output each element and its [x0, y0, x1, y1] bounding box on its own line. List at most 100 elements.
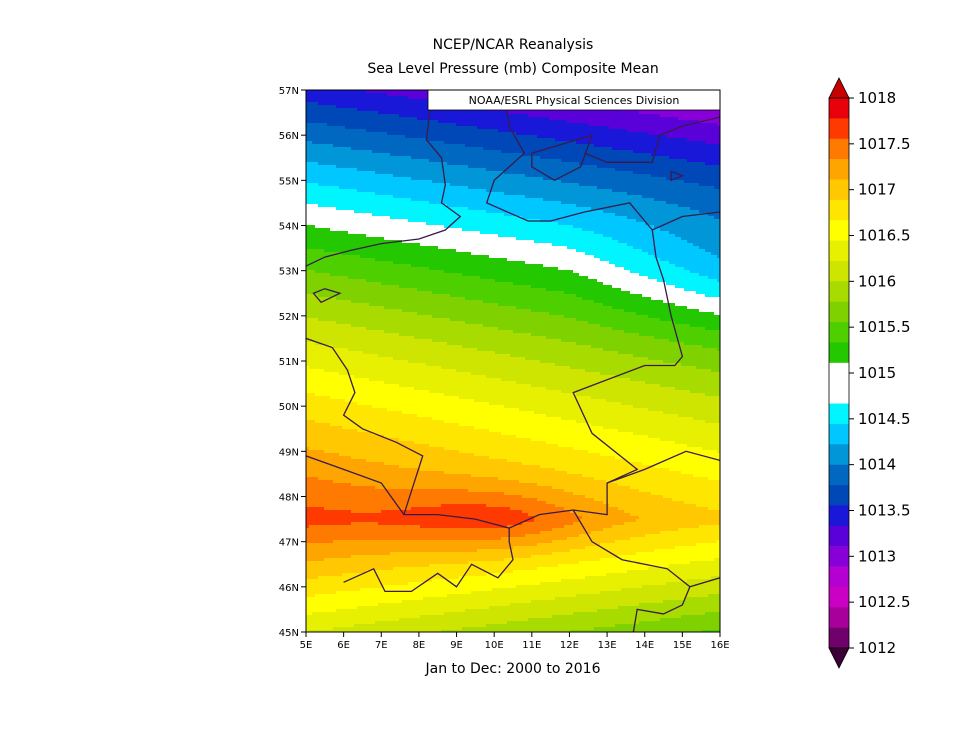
pressure-cell [588, 132, 591, 135]
pressure-cell [315, 111, 318, 114]
pressure-cell [471, 129, 474, 132]
pressure-cell [357, 99, 360, 102]
pressure-cell [459, 129, 462, 132]
pressure-cell [561, 114, 564, 117]
pressure-cell [642, 120, 645, 123]
pressure-cell [414, 138, 417, 141]
pressure-cell [531, 111, 534, 114]
pressure-cell [474, 114, 477, 117]
pressure-cell [663, 114, 666, 117]
pressure-cell [573, 111, 576, 114]
pressure-cell [318, 108, 321, 111]
pressure-cell [369, 114, 372, 117]
pressure-cell [702, 117, 705, 120]
pressure-cell [417, 114, 420, 117]
pressure-cell [528, 117, 531, 120]
pressure-cell [333, 99, 336, 102]
pressure-cell [342, 108, 345, 111]
pressure-cell [396, 144, 399, 147]
pressure-cell [393, 105, 396, 108]
pressure-cell [480, 141, 483, 144]
pressure-cell [393, 117, 396, 120]
pressure-cell [420, 129, 423, 132]
pressure-cell [480, 132, 483, 135]
pressure-cell [699, 141, 702, 144]
pressure-cell [654, 132, 657, 135]
pressure-cell [327, 126, 330, 129]
pressure-cell [384, 114, 387, 117]
pressure-cell [333, 111, 336, 114]
pressure-cell [324, 120, 327, 123]
pressure-cell [570, 120, 573, 123]
pressure-cell [642, 135, 645, 138]
pressure-cell [585, 141, 588, 144]
pressure-cell [330, 129, 333, 132]
pressure-cell [615, 126, 618, 129]
pressure-cell [660, 117, 663, 120]
pressure-cell [600, 129, 603, 132]
pressure-cell [420, 99, 423, 102]
pressure-cell [336, 96, 339, 99]
pressure-cell [384, 93, 387, 96]
pressure-cell [495, 114, 498, 117]
pressure-cell [528, 141, 531, 144]
pressure-cell [453, 120, 456, 123]
pressure-cell [606, 120, 609, 123]
pressure-cell [513, 129, 516, 132]
pressure-cell [339, 132, 342, 135]
pressure-cell [654, 138, 657, 141]
pressure-cell [558, 123, 561, 126]
pressure-cell [645, 135, 648, 138]
pressure-cell [435, 135, 438, 138]
pressure-cell [642, 138, 645, 141]
pressure-cell [315, 114, 318, 117]
pressure-cell [330, 120, 333, 123]
pressure-cell [348, 93, 351, 96]
pressure-cell [636, 114, 639, 117]
pressure-cell [591, 129, 594, 132]
pressure-cell [453, 126, 456, 129]
pressure-cell [315, 105, 318, 108]
pressure-cell [522, 135, 525, 138]
pressure-cell [336, 108, 339, 111]
pressure-cell [315, 138, 318, 141]
pressure-cell [606, 135, 609, 138]
pressure-cell [411, 99, 414, 102]
pressure-cell [345, 93, 348, 96]
pressure-cell [351, 117, 354, 120]
pressure-cell [648, 123, 651, 126]
pressure-cell [420, 96, 423, 99]
pressure-cell [549, 132, 552, 135]
pressure-cell [384, 120, 387, 123]
pressure-cell [372, 102, 375, 105]
pressure-cell [339, 141, 342, 144]
pressure-cell [483, 135, 486, 138]
pressure-cell [651, 126, 654, 129]
pressure-cell [393, 138, 396, 141]
pressure-cell [648, 114, 651, 117]
pressure-cell [393, 114, 396, 117]
pressure-cell [321, 117, 324, 120]
pressure-cell [384, 138, 387, 141]
pressure-cell [696, 117, 699, 120]
pressure-cell [708, 141, 711, 144]
pressure-cell [312, 138, 315, 141]
pressure-cell [552, 114, 555, 117]
pressure-cell [624, 123, 627, 126]
pressure-cell [309, 96, 312, 99]
pressure-cell [588, 126, 591, 129]
pressure-cell [378, 99, 381, 102]
pressure-cell [669, 132, 672, 135]
pressure-cell [405, 114, 408, 117]
pressure-cell [540, 132, 543, 135]
pressure-cell [396, 117, 399, 120]
pressure-cell [429, 132, 432, 135]
pressure-cell [315, 102, 318, 105]
pressure-cell [318, 135, 321, 138]
pressure-cell [324, 111, 327, 114]
pressure-cell [525, 141, 528, 144]
pressure-cell [369, 120, 372, 123]
pressure-cell [405, 111, 408, 114]
pressure-cell [408, 99, 411, 102]
pressure-cell [429, 120, 432, 123]
